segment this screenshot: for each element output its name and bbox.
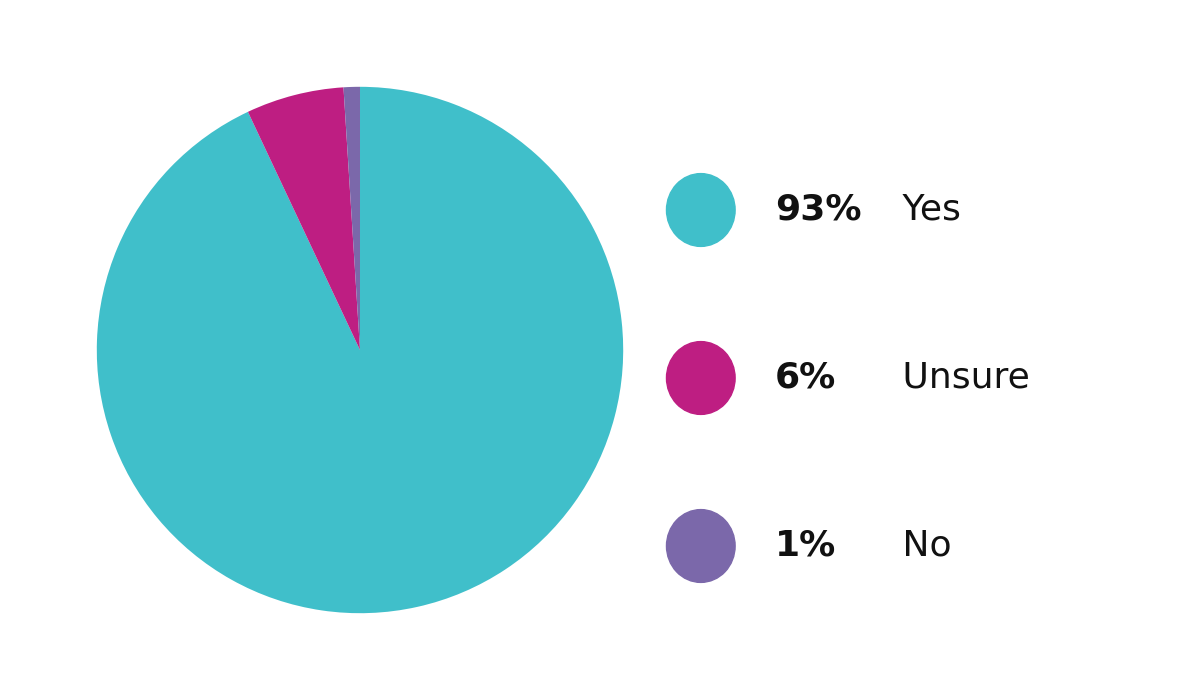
- Text: Yes: Yes: [890, 193, 961, 227]
- Circle shape: [666, 342, 736, 414]
- Text: 1%: 1%: [775, 529, 836, 563]
- Text: 93%: 93%: [775, 193, 862, 227]
- Text: No: No: [890, 529, 952, 563]
- Wedge shape: [97, 87, 623, 613]
- Text: Unsure: Unsure: [890, 361, 1030, 395]
- Wedge shape: [248, 88, 360, 350]
- Wedge shape: [343, 87, 360, 350]
- Circle shape: [666, 174, 736, 246]
- Circle shape: [666, 510, 736, 582]
- Text: 6%: 6%: [775, 361, 836, 395]
